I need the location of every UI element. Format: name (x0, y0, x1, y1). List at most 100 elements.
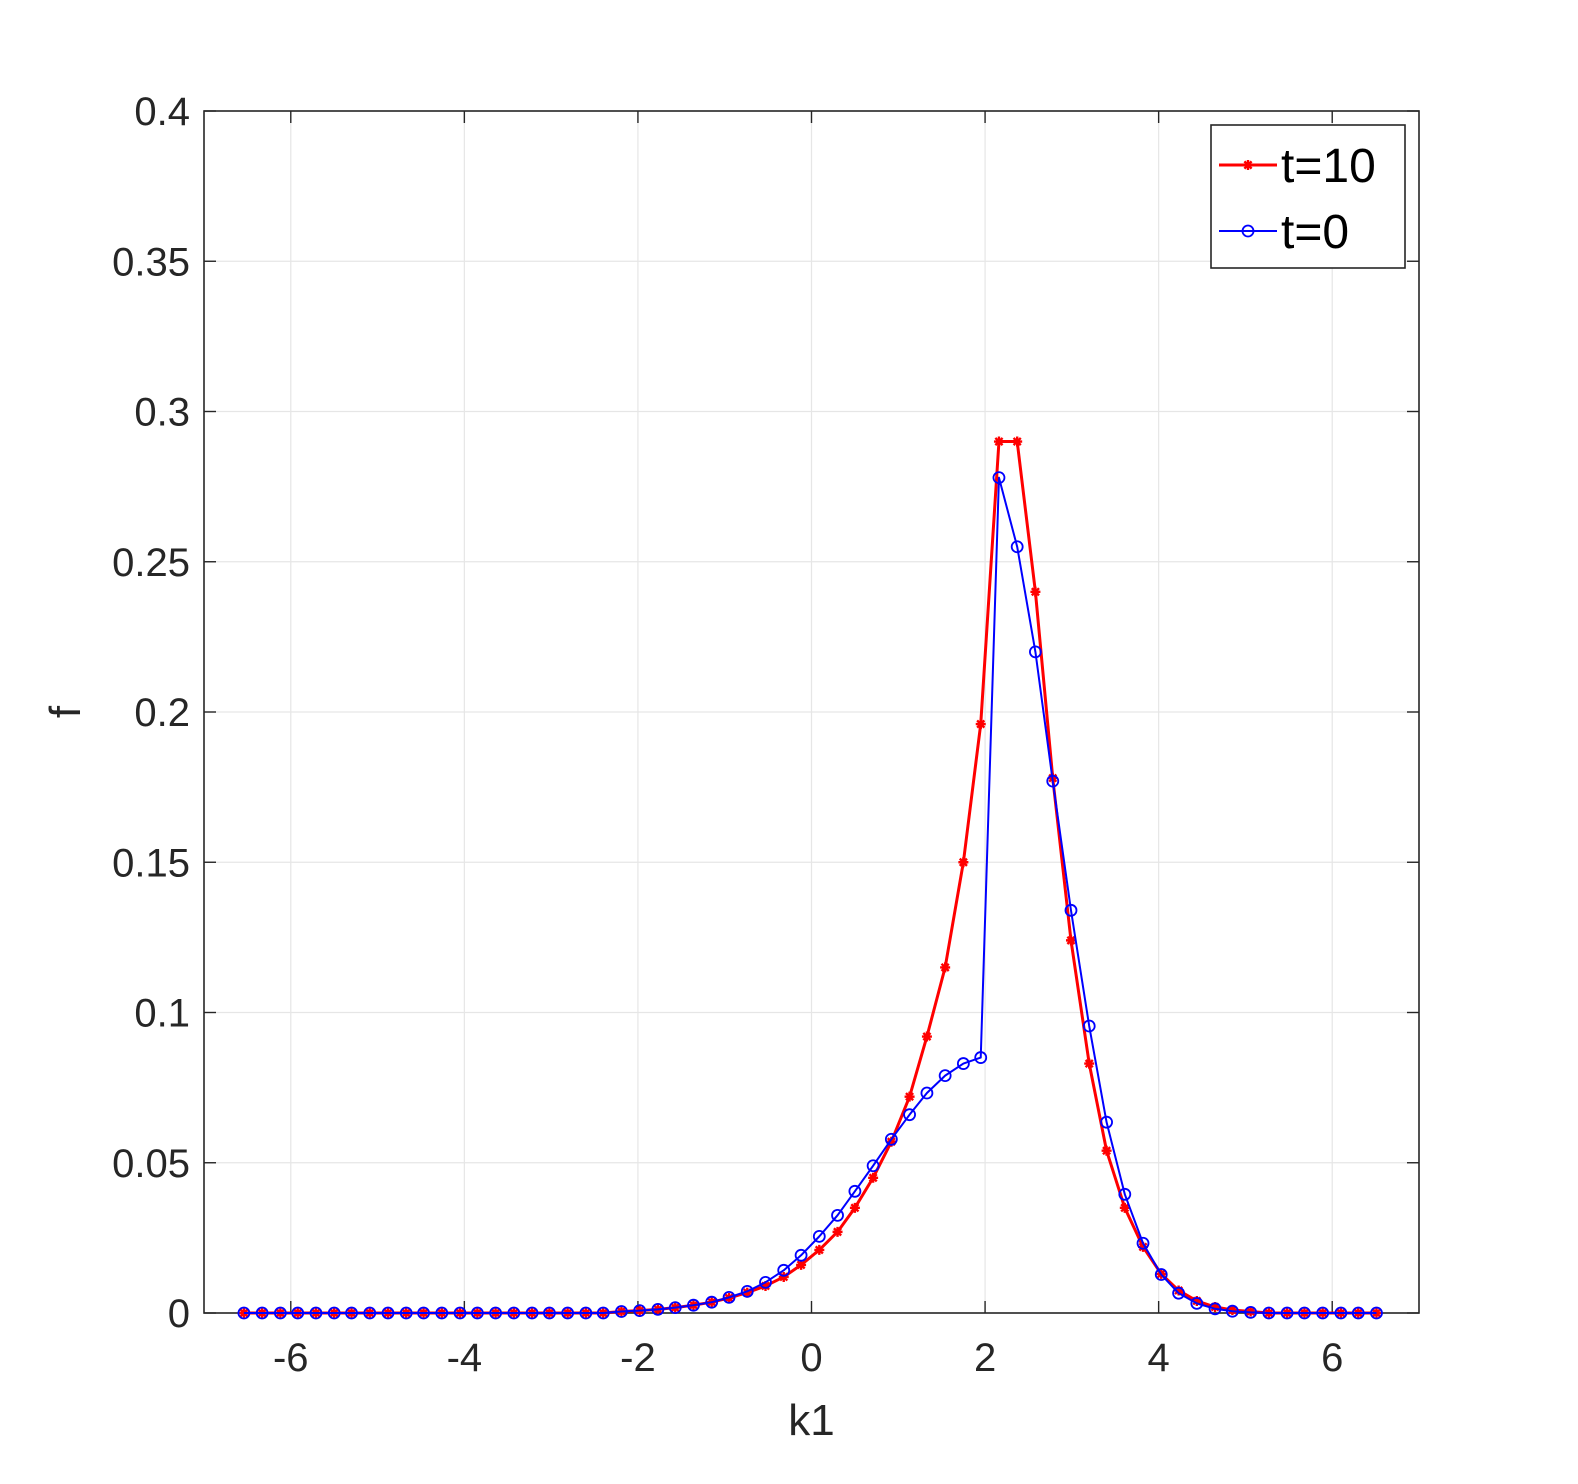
data-point-asterisk (778, 1271, 789, 1282)
data-point-circle (345, 1306, 358, 1320)
data-point-asterisk (1084, 1058, 1095, 1069)
data-point-circle (1316, 1306, 1330, 1320)
x-tick-label: 0 (800, 1336, 822, 1380)
data-point-circle (974, 1051, 988, 1064)
data-point-asterisk (1030, 586, 1041, 597)
data-point-circle (633, 1304, 647, 1317)
y-tick-label: 0.25 (112, 541, 190, 585)
data-point-circle (705, 1295, 719, 1309)
data-point-circle (615, 1305, 628, 1318)
data-point-circle (651, 1302, 665, 1316)
data-point-asterisk (921, 1031, 932, 1042)
data-point-circle (884, 1132, 898, 1146)
data-point-circle (1046, 774, 1060, 788)
x-tick-label: -6 (273, 1336, 309, 1380)
data-point-asterisk (1210, 1301, 1221, 1312)
x-tick-label: 2 (974, 1336, 996, 1380)
data-point-circle (1262, 1306, 1276, 1320)
data-point-circle (453, 1306, 467, 1320)
data-point-asterisk (993, 436, 1004, 447)
data-point-circle (1351, 1306, 1365, 1320)
y-tick-label: 0.3 (134, 391, 190, 435)
data-point-circle (687, 1298, 700, 1312)
y-axis-label: f (41, 705, 90, 718)
data-point-circle (1208, 1302, 1222, 1316)
data-point-circle (722, 1290, 736, 1304)
data-point-circle (489, 1306, 503, 1320)
data-point-circle (1370, 1306, 1383, 1320)
data-point-circle (255, 1306, 269, 1320)
data-point-asterisk (1012, 436, 1023, 447)
data-point-circle (1244, 1305, 1258, 1319)
data-point-asterisk (904, 1091, 915, 1102)
data-point-circle (848, 1184, 862, 1198)
legend-label: t=0 (1281, 206, 1349, 259)
data-point-asterisk (760, 1280, 771, 1291)
series-t=10 (238, 436, 1382, 1318)
data-point-asterisk (940, 962, 951, 973)
data-point-circle (579, 1306, 593, 1320)
y-tick-label: 0.35 (112, 240, 190, 284)
data-point-circle (903, 1108, 916, 1122)
data-point-circle (992, 471, 1006, 485)
data-point-circle (1334, 1306, 1348, 1320)
data-point-circle (920, 1086, 934, 1100)
legend-label: t=10 (1281, 140, 1376, 193)
data-point-circle (1118, 1187, 1132, 1201)
data-point-asterisk (1191, 1295, 1202, 1306)
y-tick-label: 0.2 (134, 691, 190, 735)
data-point-asterisk (868, 1172, 879, 1183)
data-point-circle (237, 1306, 251, 1320)
data-point-asterisk (814, 1244, 825, 1255)
legend-box (1210, 124, 1406, 269)
data-point-circle (759, 1275, 772, 1289)
y-tick-label: 0.1 (134, 992, 190, 1036)
series-layer (237, 436, 1383, 1320)
x-tick-label: 4 (1148, 1336, 1170, 1380)
tick-labels: -6 -4 -2 0 2 4 6 0 0.05 0.1 0.15 0.2 0.25 0.3 0.35 0.4 (112, 90, 1343, 1380)
data-point-circle (507, 1306, 521, 1320)
data-point-circle (866, 1159, 880, 1173)
x-tick-label: -4 (447, 1336, 483, 1380)
data-point-asterisk (849, 1202, 860, 1213)
data-point-circle (561, 1306, 575, 1320)
data-point-circle (812, 1229, 826, 1243)
data-point-circle (1029, 645, 1042, 659)
x-axis-label: k1 (788, 1396, 834, 1445)
data-point-circle (1226, 1304, 1239, 1318)
data-point-asterisk (975, 719, 986, 730)
x-tick-label: -2 (620, 1336, 656, 1380)
data-point-asterisk (886, 1136, 897, 1147)
data-point-asterisk (1101, 1145, 1112, 1156)
data-point-circle (596, 1306, 610, 1320)
y-tick-label: 0.4 (134, 90, 190, 134)
x-tick-label: 6 (1321, 1336, 1343, 1380)
data-point-asterisk (958, 857, 969, 868)
data-point-circle (327, 1306, 341, 1320)
data-point-asterisk (832, 1226, 843, 1237)
data-point-circle (435, 1306, 449, 1320)
data-point-circle (831, 1208, 844, 1222)
grid (204, 110, 1419, 1314)
legend: t=10 t=0 (1210, 124, 1406, 269)
data-point-circle (525, 1306, 539, 1320)
data-point-asterisk (1119, 1202, 1130, 1213)
data-point-circle (1190, 1296, 1204, 1310)
data-point-circle (1136, 1236, 1150, 1250)
data-point-circle (399, 1306, 413, 1320)
data-point-circle (1298, 1306, 1311, 1320)
data-point-circle (363, 1306, 377, 1320)
y-tick-label: 0.05 (112, 1142, 190, 1186)
series-t=0 (237, 471, 1383, 1320)
data-point-circle (1154, 1268, 1168, 1281)
data-point-circle (740, 1284, 754, 1298)
data-point-circle (956, 1057, 970, 1070)
data-point-asterisk (1227, 1304, 1238, 1315)
legend-item: t=10 (1219, 140, 1376, 193)
legend-item: t=0 (1219, 206, 1349, 259)
data-point-circle (1082, 1019, 1096, 1033)
data-point-asterisk (1173, 1285, 1184, 1296)
series-line (243, 476, 1377, 1314)
data-point-circle (1241, 224, 1255, 238)
